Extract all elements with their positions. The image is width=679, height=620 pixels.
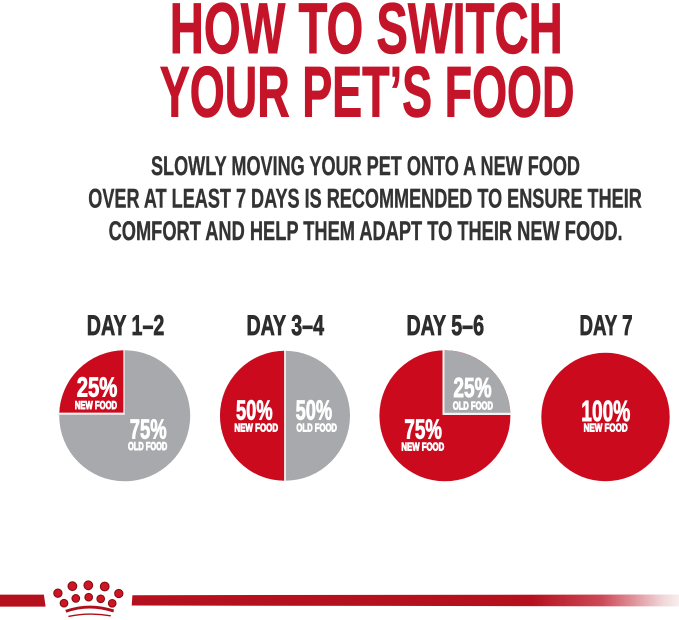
svg-text:DAY 1–2: DAY 1–2	[87, 310, 165, 342]
svg-text:DAY 7: DAY 7	[580, 310, 633, 342]
svg-text:OLD FOOD: OLD FOOD	[453, 401, 493, 413]
svg-text:OLD FOOD: OLD FOOD	[128, 441, 167, 453]
svg-text:DAY 3–4: DAY 3–4	[247, 310, 325, 342]
svg-text:50%: 50%	[296, 395, 333, 426]
svg-text:NEW FOOD: NEW FOOD	[234, 423, 278, 435]
svg-text:DAY 5–6: DAY 5–6	[407, 310, 485, 342]
svg-text:75%: 75%	[130, 414, 167, 445]
svg-text:50%: 50%	[236, 395, 273, 426]
svg-text:100%: 100%	[581, 395, 630, 428]
svg-text:OVER AT LEAST 7 DAYS IS RECOMM: OVER AT LEAST 7 DAYS IS RECOMMENDED TO E…	[88, 183, 642, 213]
svg-text:25%: 25%	[453, 372, 491, 403]
svg-text:SLOWLY MOVING YOUR PET ONTO A: SLOWLY MOVING YOUR PET ONTO A NEW FOOD	[151, 151, 580, 181]
svg-text:COMFORT AND HELP THEM ADAPT TO: COMFORT AND HELP THEM ADAPT TO THEIR NEW…	[109, 216, 623, 246]
svg-text:NEW FOOD: NEW FOOD	[75, 400, 117, 412]
svg-text:75%: 75%	[404, 414, 442, 445]
svg-text:25%: 25%	[77, 372, 118, 403]
svg-text:HOW TO SWITCH: HOW TO SWITCH	[170, 0, 563, 69]
svg-text:YOUR PET’S FOOD: YOUR PET’S FOOD	[160, 53, 575, 133]
svg-text:NEW FOOD: NEW FOOD	[401, 441, 444, 453]
svg-text:OLD FOOD: OLD FOOD	[296, 423, 337, 435]
svg-text:NEW FOOD: NEW FOOD	[584, 422, 628, 434]
